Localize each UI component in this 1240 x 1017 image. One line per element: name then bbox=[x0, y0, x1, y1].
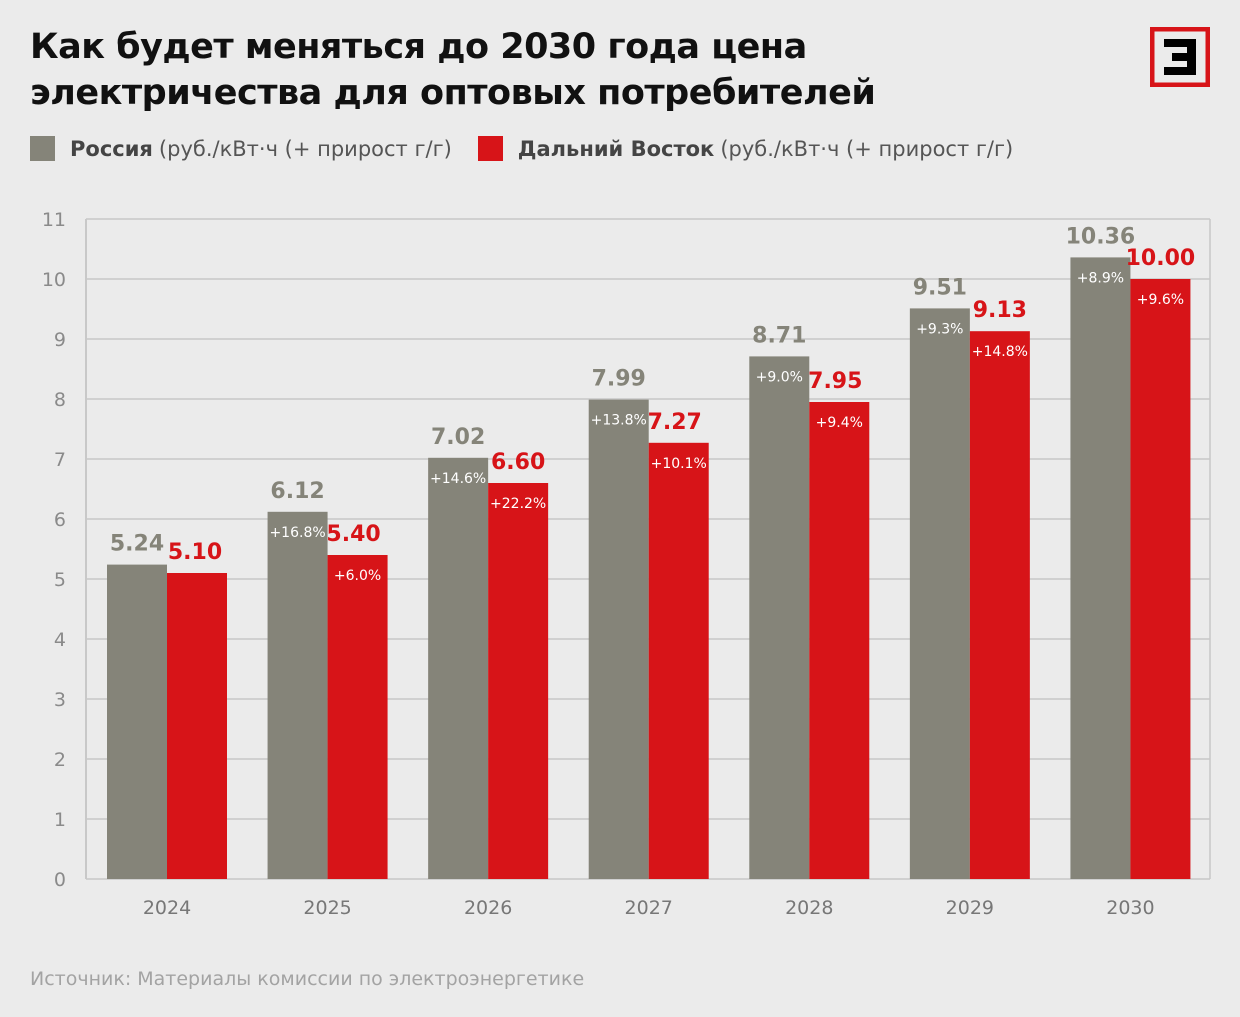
growth-label: +16.8% bbox=[269, 525, 325, 541]
bar-russia bbox=[749, 356, 810, 879]
growth-label: +22.2% bbox=[490, 496, 546, 512]
bar-far-east bbox=[488, 483, 549, 879]
growth-label: +13.8% bbox=[591, 413, 647, 429]
value-label: 6.60 bbox=[491, 450, 545, 475]
growth-label: +9.6% bbox=[1137, 292, 1184, 308]
y-tick-label: 11 bbox=[42, 209, 66, 231]
value-label: 9.13 bbox=[973, 298, 1027, 323]
value-label: 7.27 bbox=[648, 410, 702, 435]
value-label: 6.12 bbox=[270, 479, 324, 504]
x-tick-label: 2029 bbox=[946, 897, 994, 919]
value-label: 5.10 bbox=[168, 540, 222, 565]
legend-swatch-russia bbox=[30, 136, 55, 161]
bar-far-east bbox=[167, 573, 227, 879]
legend: Россия (руб./кВт·ч (+ прирост г/г) Дальн… bbox=[30, 136, 1039, 161]
bar-far-east bbox=[809, 402, 870, 879]
legend-label-unit: (руб./кВт·ч (+ прирост г/г) bbox=[158, 136, 452, 161]
source-note: Источник: Материалы комиссии по электроэ… bbox=[30, 968, 585, 990]
bar-russia bbox=[107, 564, 167, 879]
legend-label-bold: Россия bbox=[70, 136, 153, 161]
value-label: 7.95 bbox=[808, 369, 862, 394]
value-label: 7.02 bbox=[431, 425, 485, 450]
growth-label: +14.8% bbox=[972, 344, 1028, 360]
growth-label: +14.6% bbox=[430, 471, 486, 487]
y-tick-label: 7 bbox=[54, 449, 66, 471]
title-line-2: электричества для оптовых потребителей bbox=[30, 73, 876, 113]
bar-russia bbox=[267, 511, 328, 879]
y-tick-label: 2 bbox=[54, 749, 66, 771]
y-tick-label: 3 bbox=[54, 689, 66, 711]
bar-far-east bbox=[1130, 279, 1191, 879]
y-tick-label: 6 bbox=[54, 509, 66, 531]
bar-far-east bbox=[648, 442, 709, 879]
x-tick-label: 2028 bbox=[785, 897, 833, 919]
bar-far-east bbox=[327, 555, 388, 879]
y-tick-label: 10 bbox=[42, 269, 66, 291]
value-label: 5.24 bbox=[110, 532, 164, 557]
bar-russia bbox=[428, 457, 489, 879]
x-tick-label: 2026 bbox=[464, 897, 512, 919]
x-tick-label: 2024 bbox=[143, 897, 191, 919]
growth-label: +10.1% bbox=[651, 456, 707, 472]
chart-title: Как будет меняться до 2030 года цена эле… bbox=[30, 24, 876, 116]
y-tick-label: 4 bbox=[54, 629, 66, 651]
x-tick-label: 2030 bbox=[1106, 897, 1154, 919]
legend-label-unit: (руб./кВт·ч (+ прирост г/г) bbox=[720, 136, 1014, 161]
bar-russia bbox=[1070, 257, 1131, 879]
value-label: 10.36 bbox=[1066, 224, 1136, 249]
value-label: 8.71 bbox=[752, 323, 806, 348]
value-label: 10.00 bbox=[1126, 246, 1196, 271]
value-label: 9.51 bbox=[913, 275, 967, 300]
bar-russia bbox=[588, 399, 649, 879]
legend-item-far-east: Дальний Восток (руб./кВт·ч (+ прирост г/… bbox=[477, 136, 1014, 161]
growth-label: +8.9% bbox=[1077, 270, 1124, 286]
title-line-1: Как будет меняться до 2030 года цена bbox=[30, 27, 807, 67]
growth-label: +9.3% bbox=[916, 321, 963, 337]
y-tick-label: 8 bbox=[54, 389, 66, 411]
bar-russia bbox=[909, 308, 970, 879]
legend-item-russia: Россия (руб./кВт·ч (+ прирост г/г) bbox=[30, 136, 452, 161]
x-tick-label: 2025 bbox=[303, 897, 351, 919]
growth-label: +9.4% bbox=[816, 415, 863, 431]
y-tick-label: 0 bbox=[54, 869, 66, 891]
legend-swatch-far-east bbox=[477, 136, 503, 161]
logo-icon bbox=[1150, 27, 1210, 87]
growth-label: +6.0% bbox=[334, 568, 381, 584]
y-tick-label: 1 bbox=[54, 809, 66, 831]
growth-label: +9.0% bbox=[756, 369, 803, 385]
y-tick-label: 9 bbox=[54, 329, 66, 351]
y-tick-label: 5 bbox=[54, 569, 66, 591]
value-label: 5.40 bbox=[326, 522, 380, 547]
x-tick-label: 2027 bbox=[625, 897, 673, 919]
bar-far-east bbox=[969, 331, 1030, 879]
legend-label-bold: Дальний Восток bbox=[517, 136, 715, 161]
value-label: 7.99 bbox=[592, 367, 646, 392]
